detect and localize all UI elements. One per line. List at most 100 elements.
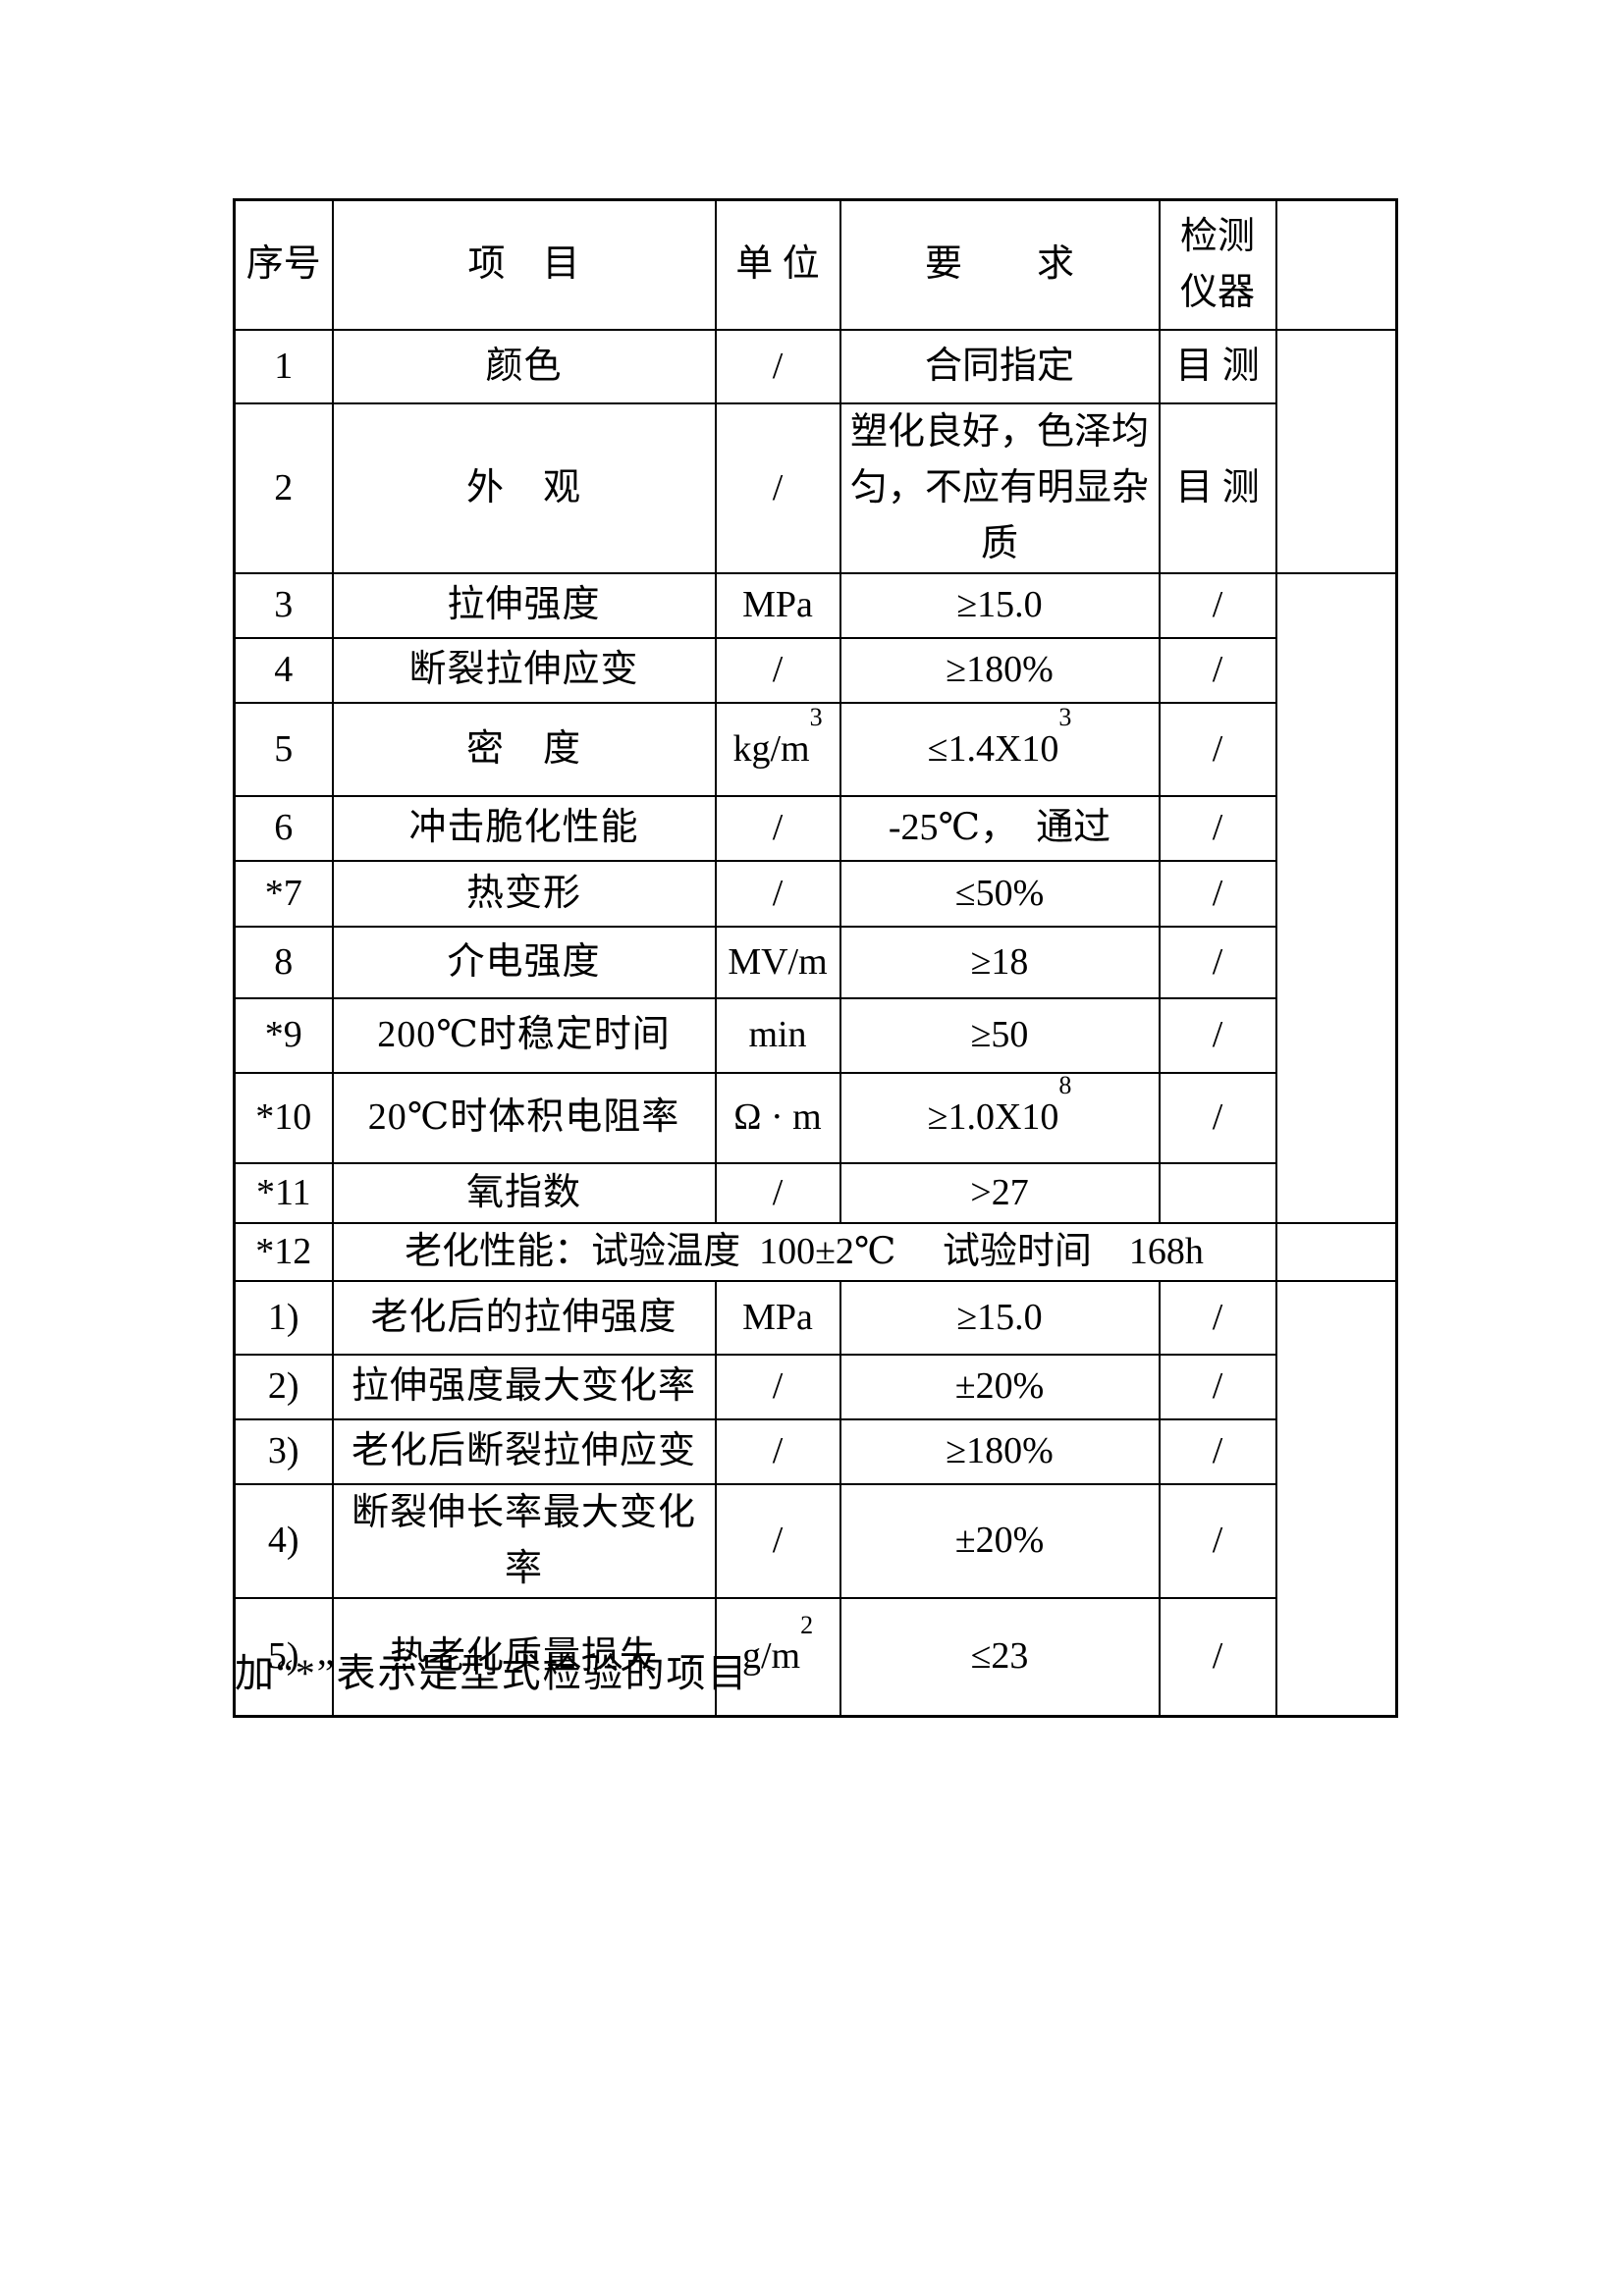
no-cell: 1 <box>233 328 334 404</box>
item-cell: 拉伸强度 <box>331 571 717 639</box>
inst-cell: / <box>1158 636 1277 704</box>
item-cell: 断裂伸长率最大变化率 <box>331 1482 717 1599</box>
blank-cell <box>1274 571 1398 1224</box>
unit-cell: / <box>714 636 841 704</box>
blank-cell <box>1274 1221 1398 1282</box>
table-row: *9 200℃时稳定时间 min ≥50 / <box>233 996 1397 1074</box>
spec-table: 序号 项 目 单 位 要 求 检测 仪器 1 颜色 / 合同指定 目 测 2 外… <box>233 198 1398 1718</box>
inst-cell: / <box>1158 1353 1277 1420</box>
req-cell: 合同指定 <box>839 328 1161 404</box>
req-cell: >27 <box>839 1161 1161 1224</box>
table-row: *10 20℃时体积电阻率 Ω · m ≥1.0X108 / <box>233 1071 1397 1164</box>
item-cell: 20℃时体积电阻率 <box>331 1071 717 1164</box>
header-inst-cell: 检测 仪器 <box>1158 198 1277 331</box>
no-cell: 1) <box>233 1279 334 1356</box>
unit-superscript: 3 <box>809 702 823 731</box>
req-cell: ≥180% <box>839 1417 1161 1485</box>
table-row: 1) 老化后的拉伸强度 MPa ≥15.0 / <box>233 1279 1398 1718</box>
req-cell: ≤1.4X103 <box>839 701 1161 797</box>
header-inst-line2: 仪器 <box>1179 271 1255 313</box>
item-cell: 老化后断裂拉伸应变 <box>331 1417 717 1485</box>
item-cell: 介电强度 <box>331 925 717 999</box>
unit-cell: / <box>714 1417 841 1485</box>
unit-cell: MPa <box>714 571 841 639</box>
inst-cell: / <box>1158 859 1277 928</box>
inst-cell: / <box>1158 1071 1277 1164</box>
unit-cell: g/m2 <box>714 1596 841 1718</box>
blank-cell <box>1274 328 1398 574</box>
unit-cell: min <box>714 996 841 1074</box>
unit-cell: MPa <box>714 1279 841 1356</box>
inst-cell <box>1158 1161 1277 1224</box>
item-cell: 200℃时稳定时间 <box>331 996 717 1074</box>
aging-performance-cell: 老化性能：试验温度 100±2℃ 试验时间 168h <box>331 1221 1277 1282</box>
table-row: 3) 老化后断裂拉伸应变 / ≥180% / <box>233 1417 1397 1485</box>
unit-cell: MV/m <box>714 925 841 999</box>
no-cell: 3) <box>233 1417 334 1485</box>
inst-cell: / <box>1158 571 1277 639</box>
item-cell: 热变形 <box>331 859 717 928</box>
no-cell: *9 <box>233 996 334 1074</box>
item-cell: 热老化质量损失 <box>331 1596 717 1718</box>
unit-cell: / <box>714 1482 841 1599</box>
inst-cell: 目 测 <box>1158 328 1277 404</box>
table-row: 2 外 观 / 塑化良好，色泽均匀，不应有明显杂质 目 测 <box>233 401 1397 574</box>
inst-cell: 目 测 <box>1158 401 1277 574</box>
footnote: 加“*”表示是型式检验的项目 <box>235 1651 749 1695</box>
item-cell: 外 观 <box>331 401 717 574</box>
table-row: 5 密 度 kg/m3 ≤1.4X103 / <box>233 701 1397 797</box>
blank-header-cell <box>1274 198 1398 331</box>
item-cell: 冲击脆化性能 <box>331 794 717 862</box>
no-cell: 6 <box>233 794 334 862</box>
unit-cell: Ω · m <box>714 1071 841 1164</box>
item-cell: 拉伸强度最大变化率 <box>331 1353 717 1420</box>
header-row: 序号 项 目 单 位 要 求 检测 仪器 <box>233 198 1398 331</box>
table-row: 1 颜色 / 合同指定 目 测 <box>233 328 1398 574</box>
no-cell: *7 <box>233 859 334 928</box>
req-cell: ≤50% <box>839 859 1161 928</box>
no-cell: 2 <box>233 401 334 574</box>
req-cell: ≥15.0 <box>839 571 1161 639</box>
unit-cell: / <box>714 859 841 928</box>
req-cell: ≥18 <box>839 925 1161 999</box>
req-cell: ≥50 <box>839 996 1161 1074</box>
header-inst-line1: 检测 <box>1179 215 1255 257</box>
no-cell: 8 <box>233 925 334 999</box>
inst-cell: / <box>1158 1417 1277 1485</box>
unit-cell: / <box>714 1161 841 1224</box>
item-cell: 断裂拉伸应变 <box>331 636 717 704</box>
table-row: 8 介电强度 MV/m ≥18 / <box>233 925 1397 999</box>
inst-cell: / <box>1158 1596 1277 1718</box>
req-cell: ≤23 <box>839 1596 1161 1718</box>
blank-cell <box>1274 1279 1398 1718</box>
item-cell: 老化后的拉伸强度 <box>331 1279 717 1356</box>
header-unit-cell: 单 位 <box>714 198 841 331</box>
inst-cell: / <box>1158 794 1277 862</box>
inst-cell: / <box>1158 1279 1277 1356</box>
table-row: 6 冲击脆化性能 / -25℃， 通过 / <box>233 794 1397 862</box>
no-cell: 4) <box>233 1482 334 1599</box>
table-row: 5) 热老化质量损失 g/m2 ≤23 / <box>233 1596 1397 1718</box>
table-row: *7 热变形 / ≤50% / <box>233 859 1397 928</box>
inst-cell: / <box>1158 1482 1277 1599</box>
table-row: *12 老化性能：试验温度 100±2℃ 试验时间 168h <box>233 1221 1398 1282</box>
header-item-cell: 项 目 <box>331 198 717 331</box>
req-cell: ≥1.0X108 <box>839 1071 1161 1164</box>
unit-cell: / <box>714 794 841 862</box>
table-row: 4 断裂拉伸应变 / ≥180% / <box>233 636 1397 704</box>
req-cell: -25℃， 通过 <box>839 794 1161 862</box>
req-cell: ±20% <box>839 1353 1161 1420</box>
item-cell: 颜色 <box>331 328 717 404</box>
unit-superscript: 2 <box>800 1610 814 1639</box>
header-req-cell: 要 求 <box>839 198 1161 331</box>
inst-cell: / <box>1158 996 1277 1074</box>
unit-cell: kg/m3 <box>714 701 841 797</box>
req-cell: ≥15.0 <box>839 1279 1161 1356</box>
no-cell: *11 <box>233 1161 334 1224</box>
no-cell: 2) <box>233 1353 334 1420</box>
req-superscript: 8 <box>1058 1072 1072 1100</box>
unit-cell: / <box>714 328 841 404</box>
item-cell: 氧指数 <box>331 1161 717 1224</box>
item-cell: 密 度 <box>331 701 717 797</box>
header-no-cell: 序号 <box>233 198 334 331</box>
